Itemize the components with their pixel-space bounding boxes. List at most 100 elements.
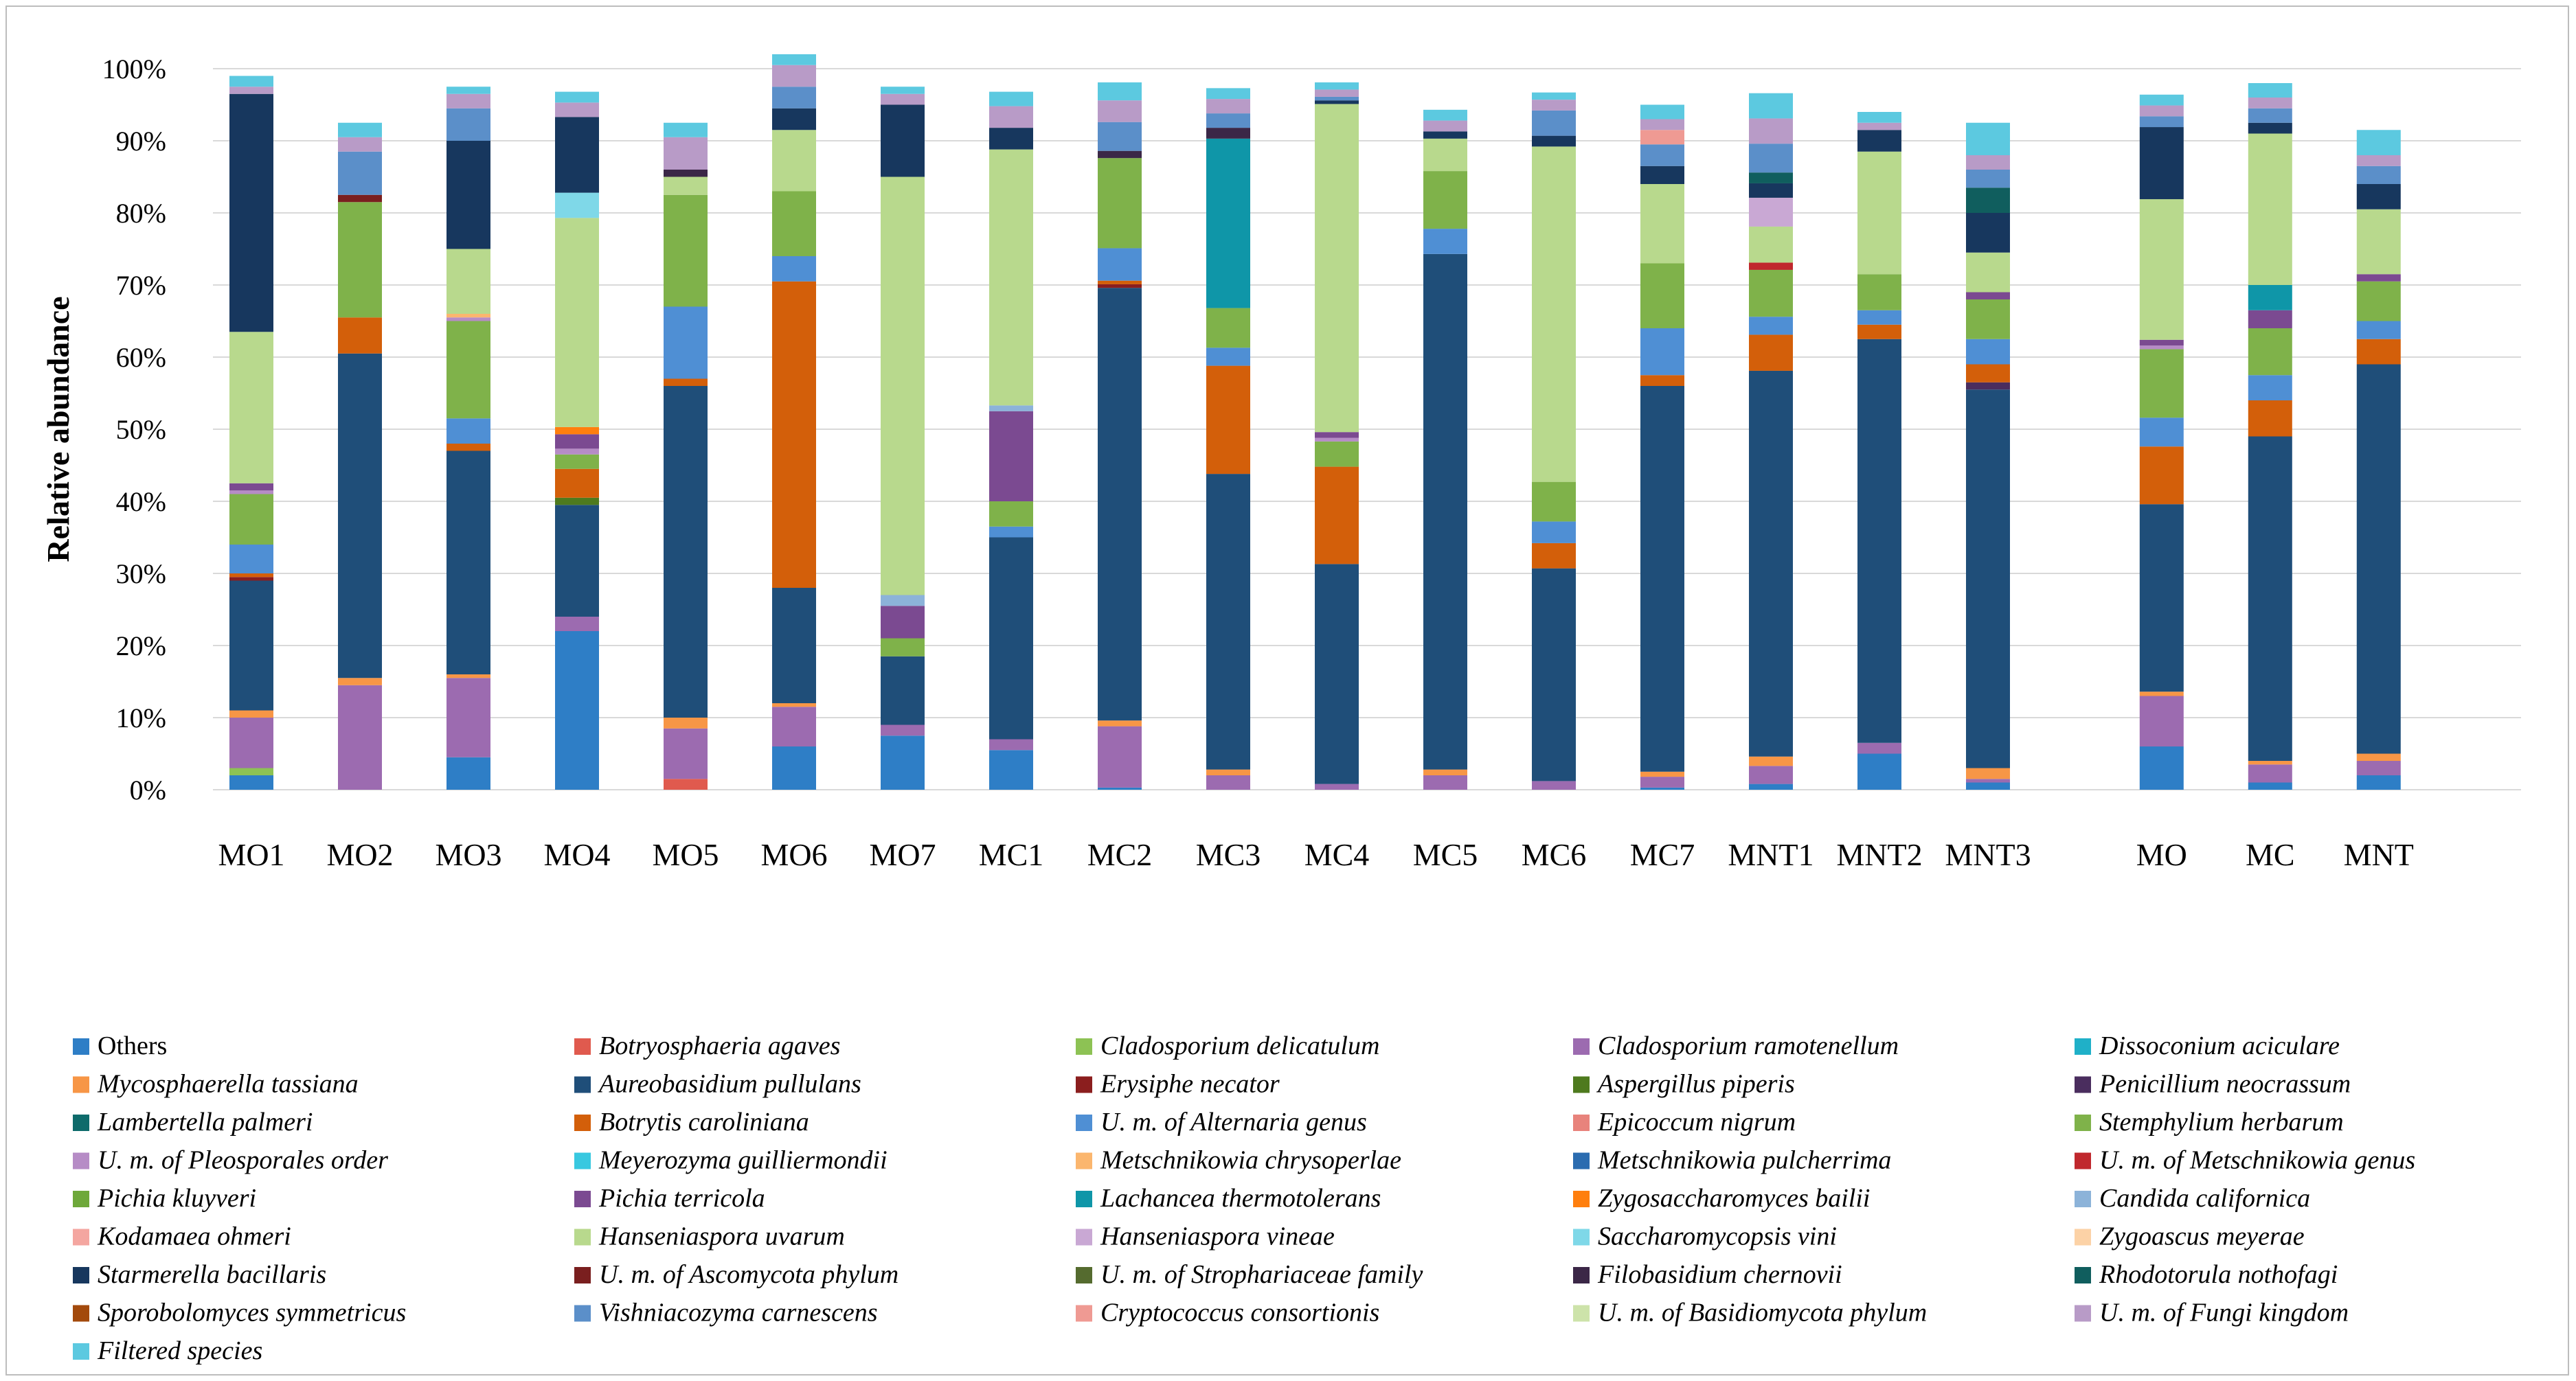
bar-segment-cladosporium-ramotenellum: [989, 739, 1033, 751]
legend-swatch: [1076, 1038, 1092, 1055]
bar-mc2: [1098, 82, 1142, 790]
legend-item-u-m-of-pleosporales-order: U. m. of Pleosporales order: [73, 1146, 388, 1175]
x-tick-label: MC: [2246, 837, 2295, 872]
x-tick-label: MO1: [218, 837, 284, 872]
bar-segment-u-m-of-fungi-kingdom: [1532, 100, 1576, 111]
legend-swatch: [1573, 1115, 1590, 1131]
x-tick-label: MO3: [435, 837, 501, 872]
bar-segment-vishniacozyma-carnescens: [1315, 96, 1359, 101]
x-tick-label: MNT3: [1945, 837, 2031, 872]
legend-swatch: [2075, 1267, 2091, 1283]
legend-swatch: [2075, 1038, 2091, 1055]
legend-swatch: [2075, 1229, 2091, 1246]
bar-segment-starmerella-bacillaris: [1640, 166, 1684, 184]
bar-segment-u-m-of-fungi-kingdom: [338, 137, 382, 152]
bar-segment-cladosporium-ramotenellum: [1315, 784, 1359, 790]
bar-mo3: [447, 87, 490, 790]
legend-item-dissoconium-aciculare: Dissoconium aciculare: [2075, 1031, 2340, 1060]
legend-item-candida-californica: Candida californica: [2075, 1184, 2310, 1213]
bar-segment-cladosporium-ramotenellum: [555, 617, 599, 631]
bar-segment-aureobasidium-pullulans: [338, 353, 382, 678]
bar-segment-botryosphaeria-agaves: [664, 779, 708, 790]
bar-segment-aureobasidium-pullulans: [664, 386, 708, 718]
bar-segment-cladosporium-ramotenellum: [2139, 696, 2184, 746]
legend-item-cryptococcus-consortionis: Cryptococcus consortionis: [1076, 1299, 1379, 1327]
bar-segment-pichia-terricola: [2248, 310, 2292, 328]
bar-segment-vishniacozyma-carnescens: [1206, 113, 1250, 128]
bar-segment-starmerella-bacillaris: [1749, 183, 1793, 198]
bar-segment-vishniacozyma-carnescens: [2356, 166, 2401, 184]
bar-segment-u-m-of-alternaria-genus: [2248, 375, 2292, 400]
bar-segment-cladosporium-ramotenellum: [664, 728, 708, 779]
bar-segment-stemphylium-herbarum: [229, 494, 273, 545]
legend-swatch: [574, 1191, 591, 1207]
bar-segment-u-m-of-alternaria-genus: [1857, 310, 1901, 325]
legend-item-botryosphaeria-agaves: Botryosphaeria agaves: [574, 1031, 840, 1060]
x-tick-label: MO5: [652, 837, 719, 872]
bar-segment-u-m-of-fungi-kingdom: [881, 93, 925, 105]
bar-segment-hanseniaspora-uvarum: [1966, 252, 2010, 293]
bar-segment-filtered-species: [2356, 130, 2401, 155]
legend-swatch: [73, 1076, 89, 1093]
bar-segment-u-m-of-alternaria-genus: [1640, 328, 1684, 376]
bar-segment-aureobasidium-pullulans: [1966, 389, 2010, 768]
bar-mc3: [1206, 88, 1250, 790]
legend-item-filtered-species: Filtered species: [73, 1336, 262, 1365]
bar-segment-botrytis-caroliniana: [229, 573, 273, 578]
legend-item-filobasidium-chernovii: Filobasidium chernovii: [1573, 1260, 1842, 1289]
bar-segment-u-m-of-fungi-kingdom: [1749, 118, 1793, 144]
stacked-bar-chart: 0% 10% 20% 30% 40% 50% 60% 70% 80% 90% 100% MO1 MO2…: [41, 54, 2521, 1365]
bar-segment-filtered-species: [338, 122, 382, 137]
legend-label: Aureobasidium pullulans: [597, 1070, 861, 1099]
legend: Others Botryosphaeria agaves Cladosporium …: [73, 1031, 2415, 1365]
bar-segment-cryptococcus-consortionis: [1640, 130, 1684, 145]
legend-label: Hanseniaspora vineae: [1100, 1222, 1335, 1251]
bar-segment-cladosporium-delicatulum: [229, 768, 273, 775]
legend-swatch: [1573, 1229, 1590, 1246]
bar-segment-hanseniaspora-uvarum: [229, 332, 273, 483]
legend-item-starmerella-bacillaris: Starmerella bacillaris: [73, 1260, 326, 1289]
legend-item-zygosaccharomyces-bailii: Zygosaccharomyces bailii: [1573, 1184, 1870, 1213]
bar-segment-u-m-of-fungi-kingdom: [1098, 100, 1142, 122]
bar-segment-pichia-terricola: [2356, 274, 2401, 282]
x-tick-label: MNT: [2344, 837, 2414, 872]
bar-segment-u-m-of-alternaria-genus: [447, 418, 490, 444]
bar-segment-lachancea-thermotolerans: [1206, 138, 1250, 308]
y-tick-label: 90%: [116, 126, 166, 157]
legend-swatch: [2075, 1152, 2091, 1169]
legend-swatch: [574, 1076, 591, 1093]
bar-segment-mycosphaerella-tassiana: [2356, 753, 2401, 761]
legend-item-saccharomycopsis-vini: Saccharomycopsis vini: [1573, 1222, 1837, 1251]
bar-segment-botrytis-caroliniana: [2248, 400, 2292, 437]
bar-segment-mycosphaerella-tassiana: [1206, 769, 1250, 775]
bar-segment-mycosphaerella-tassiana: [2139, 692, 2184, 696]
legend-item-epicoccum-nigrum: Epicoccum nigrum: [1573, 1108, 1796, 1137]
bar-segment-vishniacozyma-carnescens: [2248, 108, 2292, 123]
bar-segment-pichia-terricola: [555, 434, 599, 449]
bar-segment-u-m-of-alternaria-genus: [1966, 339, 2010, 365]
bar-segment-stemphylium-herbarum: [1749, 269, 1793, 317]
legend-swatch: [73, 1152, 89, 1169]
legend-label: Filtered species: [97, 1336, 262, 1365]
legend-swatch: [1076, 1115, 1092, 1131]
bar-segment-filtered-species: [2139, 94, 2184, 106]
bar-segment-pichia-terricola: [881, 606, 925, 639]
legend-item-pichia-kluyveri: Pichia kluyveri: [73, 1184, 256, 1213]
legend-item-kodamaea-ohmeri: Kodamaea ohmeri: [73, 1222, 291, 1251]
legend-label: Sporobolomyces symmetricus: [98, 1299, 406, 1327]
bar-segment-vishniacozyma-carnescens: [772, 87, 816, 109]
bar-segment-filobasidium-chernovii: [1098, 150, 1142, 159]
legend-label: Saccharomycopsis vini: [1598, 1222, 1837, 1251]
bar-segment-starmerella-bacillaris: [2248, 122, 2292, 134]
bar-segment-stemphylium-herbarum: [2356, 281, 2401, 321]
bar-segment-filtered-species: [1423, 109, 1467, 121]
bar-segment-lachancea-thermotolerans: [2248, 285, 2292, 310]
x-tick-label: MC3: [1196, 837, 1261, 872]
legend-label: U. m. of Ascomycota phylum: [599, 1260, 899, 1289]
bar-segment-aureobasidium-pullulans: [229, 580, 273, 711]
bar-segment-mycosphaerella-tassiana: [1423, 769, 1467, 775]
legend-label: Candida californica: [2099, 1184, 2310, 1213]
bar-segment-u-m-of-fungi-kingdom: [772, 65, 816, 87]
bar-mo4: [555, 91, 599, 790]
legend-label: Starmerella bacillaris: [98, 1260, 326, 1289]
